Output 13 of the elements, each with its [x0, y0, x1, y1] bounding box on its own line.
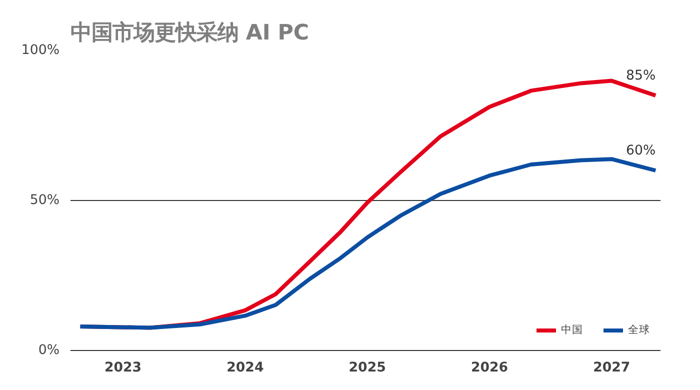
legend-label: 中国	[561, 323, 583, 337]
y-tick-label: 100%	[21, 43, 60, 58]
data-label: 85%	[626, 68, 656, 84]
y-tick-label: 50%	[30, 193, 60, 208]
chart-title: 中国市场更快采纳 AI PC	[70, 20, 310, 46]
legend-label: 全球	[628, 323, 650, 337]
x-tick-label: 2026	[470, 360, 508, 376]
data-label: 60%	[626, 144, 656, 158]
y-tick-label: 0%	[38, 343, 60, 358]
x-tick-label: 2025	[348, 360, 386, 376]
x-tick-label: 2024	[226, 360, 264, 376]
x-tick-label: 2023	[104, 360, 142, 376]
x-tick-label: 2027	[593, 360, 630, 376]
